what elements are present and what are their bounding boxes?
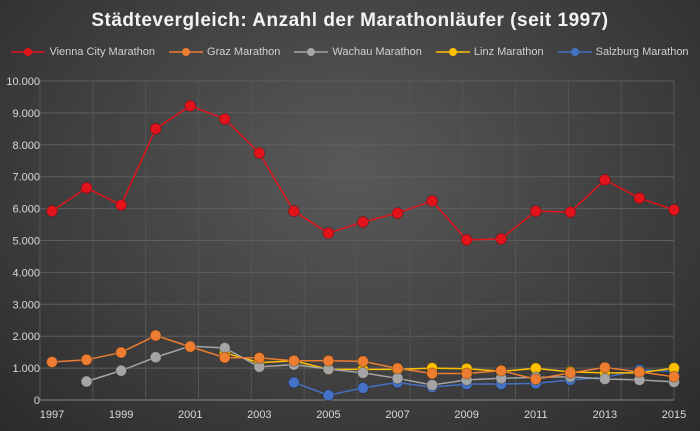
data-point bbox=[529, 373, 542, 386]
data-point bbox=[115, 346, 128, 359]
x-tick-label: 2015 bbox=[662, 409, 686, 421]
data-point bbox=[460, 233, 473, 246]
data-point bbox=[495, 364, 508, 377]
y-tick-label: 10.000 bbox=[6, 76, 40, 88]
data-point bbox=[633, 365, 646, 378]
data-point bbox=[633, 192, 646, 205]
legend-marker-icon bbox=[11, 48, 46, 56]
data-point bbox=[80, 375, 93, 388]
data-point bbox=[495, 232, 508, 245]
y-tick-label: 3.000 bbox=[12, 299, 40, 311]
data-point bbox=[426, 367, 439, 380]
y-tick-label: 5.000 bbox=[12, 236, 40, 248]
x-tick-label: 2011 bbox=[524, 409, 548, 421]
y-tick-label: 2.000 bbox=[12, 331, 40, 343]
y-tick-label: 6.000 bbox=[12, 204, 40, 216]
data-point bbox=[460, 367, 473, 380]
data-point bbox=[426, 379, 439, 392]
data-point bbox=[46, 205, 58, 218]
chart-title: Städtevergleich: Anzahl der Marathonläuf… bbox=[91, 10, 609, 31]
legend-marker-icon bbox=[169, 48, 204, 56]
legend-label: Graz Marathon bbox=[207, 46, 281, 58]
data-point bbox=[529, 205, 542, 218]
data-point bbox=[80, 353, 93, 366]
legend-label: Vienna City Marathon bbox=[49, 46, 156, 58]
data-point bbox=[564, 206, 577, 219]
data-point bbox=[426, 194, 439, 207]
data-point bbox=[46, 356, 58, 369]
x-tick-label: 2009 bbox=[454, 409, 478, 421]
legend-item: Vienna City Marathon bbox=[11, 46, 155, 58]
x-tick-label: 2007 bbox=[385, 409, 409, 421]
data-point bbox=[357, 355, 369, 368]
x-tick-label: 1997 bbox=[40, 409, 64, 421]
y-tick-label: 1.000 bbox=[12, 363, 40, 375]
series-line bbox=[224, 352, 675, 374]
y-tick-label: 0 bbox=[34, 395, 40, 407]
data-point bbox=[253, 351, 266, 364]
data-point bbox=[149, 329, 162, 342]
y-tick-label: 7.000 bbox=[12, 172, 40, 184]
x-tick-label: 2003 bbox=[247, 409, 271, 421]
series-line bbox=[86, 345, 675, 386]
data-point bbox=[184, 99, 197, 112]
legend: Vienna City Marathon Graz Marathon Wachau … bbox=[0, 46, 700, 58]
legend-item: Graz Marathon bbox=[169, 46, 280, 58]
legend-marker-icon bbox=[294, 48, 329, 56]
x-tick-label: 1999 bbox=[109, 409, 133, 421]
data-point bbox=[115, 364, 128, 377]
data-point bbox=[564, 366, 577, 379]
data-point bbox=[598, 361, 611, 374]
legend-marker-icon bbox=[557, 48, 592, 56]
data-point bbox=[357, 381, 369, 394]
x-tick-label: 2013 bbox=[593, 409, 617, 421]
series-vienna-city-marathon bbox=[46, 99, 680, 246]
series-line bbox=[293, 369, 675, 396]
data-point bbox=[253, 147, 266, 160]
data-point bbox=[668, 203, 680, 216]
y-tick-label: 4.000 bbox=[12, 267, 40, 279]
data-point bbox=[115, 199, 128, 212]
x-tick-label: 2001 bbox=[178, 409, 202, 421]
legend-item: Wachau Marathon bbox=[294, 46, 422, 58]
data-point bbox=[357, 215, 369, 228]
data-point bbox=[391, 372, 404, 385]
legend-item: Linz Marathon bbox=[435, 46, 544, 58]
series-graz-marathon bbox=[46, 329, 680, 386]
data-point bbox=[149, 122, 162, 135]
y-tick-label: 9.000 bbox=[12, 108, 40, 120]
data-point bbox=[184, 340, 197, 353]
legend-item: Salzburg Marathon bbox=[557, 46, 689, 58]
data-point bbox=[287, 205, 300, 218]
legend-label: Linz Marathon bbox=[473, 46, 544, 58]
legend-label: Salzburg Marathon bbox=[595, 46, 689, 58]
data-point bbox=[391, 362, 404, 375]
legend-label: Wachau Marathon bbox=[332, 46, 422, 58]
data-point bbox=[287, 376, 300, 389]
data-point bbox=[322, 227, 335, 240]
data-point bbox=[357, 366, 369, 379]
data-point bbox=[322, 354, 335, 367]
data-point bbox=[218, 351, 231, 364]
data-point bbox=[598, 173, 611, 186]
data-point bbox=[80, 181, 93, 194]
data-point bbox=[668, 370, 680, 383]
data-point bbox=[598, 372, 611, 385]
data-point bbox=[287, 354, 300, 367]
x-tick-label: 2005 bbox=[316, 409, 340, 421]
data-point bbox=[322, 389, 335, 402]
data-point bbox=[391, 207, 404, 220]
data-point bbox=[218, 112, 231, 125]
legend-marker-icon bbox=[435, 48, 470, 56]
y-tick-label: 8.000 bbox=[12, 140, 40, 152]
data-point bbox=[149, 351, 162, 364]
